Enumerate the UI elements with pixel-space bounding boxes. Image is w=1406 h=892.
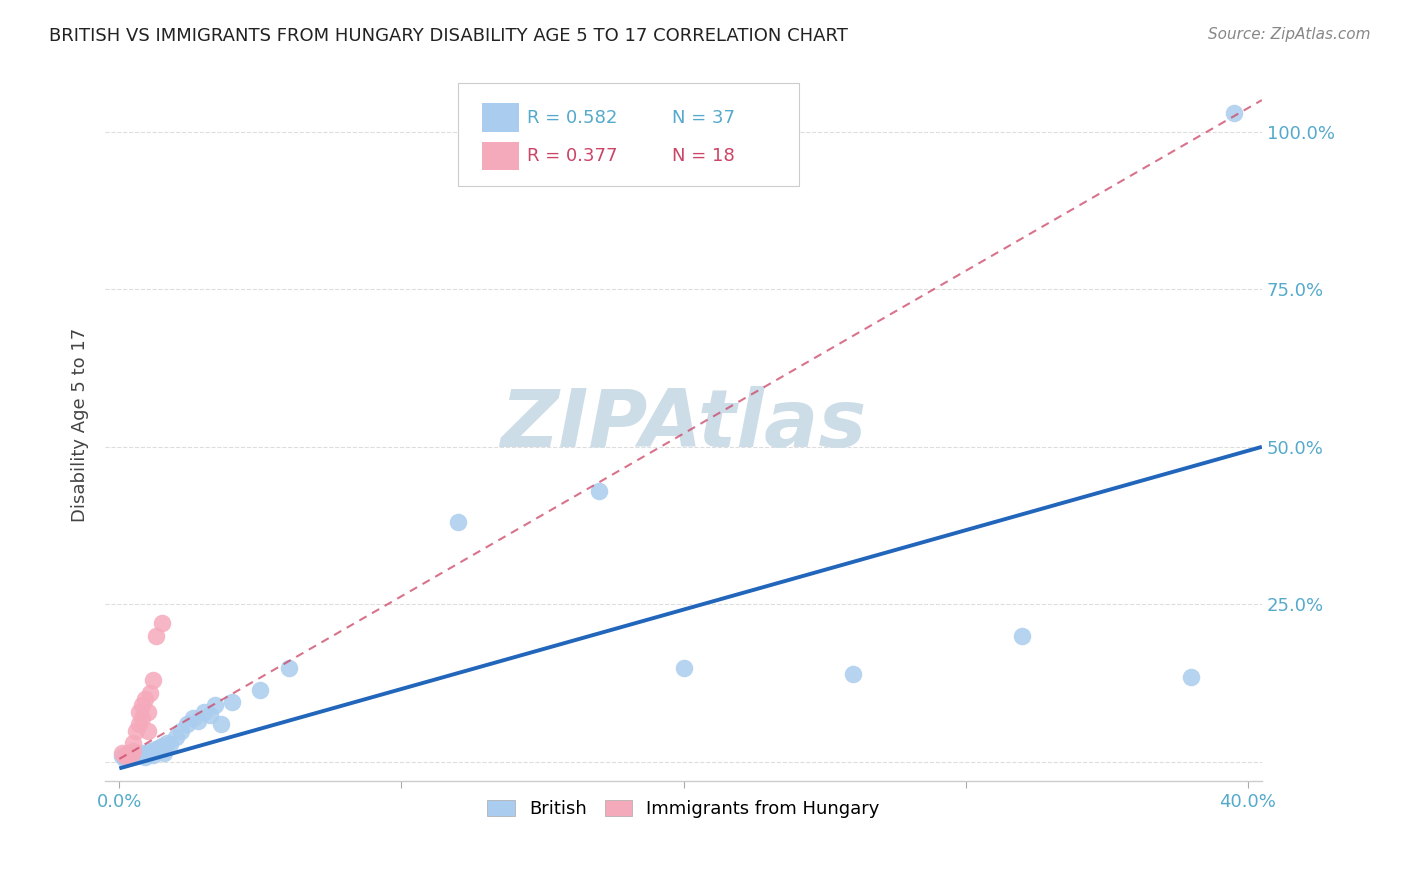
Point: [447, 516, 470, 530]
Point: [125, 723, 148, 738]
Point: [209, 717, 232, 731]
Text: R = 0.377: R = 0.377: [527, 147, 617, 165]
Point: [176, 717, 198, 731]
Text: N = 18: N = 18: [672, 147, 735, 165]
Legend: British, Immigrants from Hungary: British, Immigrants from Hungary: [481, 793, 887, 825]
Point: [193, 705, 215, 719]
Point: [120, 747, 142, 762]
Text: N = 37: N = 37: [672, 109, 735, 127]
Point: [159, 738, 181, 752]
Point: [128, 705, 150, 719]
Point: [117, 748, 139, 763]
Point: [672, 660, 695, 674]
Point: [1180, 670, 1202, 684]
Point: [198, 707, 221, 722]
Point: [134, 692, 156, 706]
Point: [204, 698, 226, 713]
Point: [170, 723, 193, 738]
Point: [128, 717, 150, 731]
Point: [142, 673, 165, 687]
Point: [277, 660, 299, 674]
Point: [114, 748, 136, 763]
Point: [122, 747, 145, 762]
Point: [125, 748, 148, 763]
Point: [156, 736, 179, 750]
Point: [117, 746, 139, 760]
Point: [131, 698, 153, 713]
Point: [136, 705, 159, 719]
Point: [128, 747, 150, 762]
Text: R = 0.582: R = 0.582: [527, 109, 617, 127]
Point: [150, 616, 173, 631]
Point: [181, 711, 204, 725]
Point: [150, 739, 173, 754]
FancyBboxPatch shape: [482, 142, 519, 170]
Point: [114, 752, 136, 766]
Point: [249, 682, 271, 697]
Point: [111, 746, 134, 760]
Point: [136, 746, 159, 760]
FancyBboxPatch shape: [482, 103, 519, 132]
Point: [145, 742, 167, 756]
Point: [145, 629, 167, 643]
FancyBboxPatch shape: [458, 83, 799, 186]
Text: Source: ZipAtlas.com: Source: ZipAtlas.com: [1208, 27, 1371, 42]
Point: [136, 723, 159, 738]
Point: [134, 750, 156, 764]
Y-axis label: Disability Age 5 to 17: Disability Age 5 to 17: [72, 327, 89, 522]
Point: [122, 744, 145, 758]
Point: [221, 695, 243, 709]
Point: [111, 748, 134, 763]
Text: ZIPAtlas: ZIPAtlas: [501, 385, 866, 464]
Point: [842, 666, 865, 681]
Point: [588, 483, 610, 498]
Point: [139, 686, 162, 700]
Point: [165, 730, 187, 744]
Point: [148, 741, 170, 756]
Point: [120, 750, 142, 764]
Text: BRITISH VS IMMIGRANTS FROM HUNGARY DISABILITY AGE 5 TO 17 CORRELATION CHART: BRITISH VS IMMIGRANTS FROM HUNGARY DISAB…: [49, 27, 848, 45]
Point: [1222, 105, 1244, 120]
Point: [131, 711, 153, 725]
Point: [153, 746, 176, 760]
Point: [187, 714, 209, 728]
Point: [142, 747, 165, 762]
Point: [139, 744, 162, 758]
Point: [1011, 629, 1033, 643]
Point: [131, 746, 153, 760]
Point: [122, 736, 145, 750]
